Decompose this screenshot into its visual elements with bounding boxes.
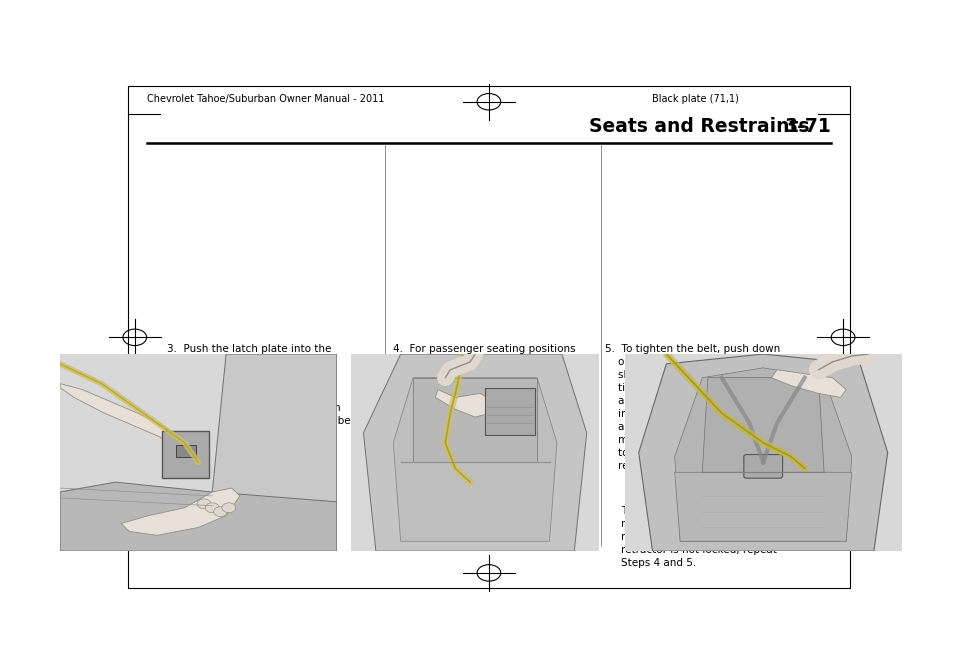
FancyBboxPatch shape (162, 431, 210, 478)
FancyBboxPatch shape (351, 354, 598, 551)
Circle shape (197, 499, 211, 509)
Polygon shape (771, 370, 845, 397)
Text: Try to pull the belt out of the
retractor to make sure the
retractor is locked. : Try to pull the belt out of the retracto… (620, 506, 777, 568)
FancyBboxPatch shape (743, 454, 781, 478)
Polygon shape (212, 354, 336, 522)
FancyBboxPatch shape (176, 445, 195, 456)
Polygon shape (639, 354, 886, 551)
Text: Position the release button on
the buckle so that the safety belt
could be quick: Position the release button on the buckl… (183, 403, 357, 452)
Text: 3-71: 3-71 (783, 117, 831, 136)
Polygon shape (363, 354, 586, 551)
Polygon shape (413, 377, 537, 462)
Polygon shape (674, 472, 851, 541)
Polygon shape (393, 377, 557, 541)
FancyBboxPatch shape (484, 387, 534, 435)
Text: Black plate (71,1): Black plate (71,1) (651, 94, 738, 104)
Polygon shape (435, 389, 495, 417)
FancyBboxPatch shape (624, 354, 901, 551)
Text: 5.  To tighten the belt, push down
    on the child restraint, pull the
    shou: 5. To tighten the belt, push down on the… (604, 343, 794, 471)
Polygon shape (121, 488, 240, 535)
Circle shape (222, 503, 235, 512)
Text: 3.  Push the latch plate into the
    buckle until it clicks.: 3. Push the latch plate into the buckle … (167, 343, 332, 367)
FancyBboxPatch shape (60, 354, 336, 551)
Text: Chevrolet Tahoe/Suburban Owner Manual - 2011: Chevrolet Tahoe/Suburban Owner Manual - … (147, 94, 384, 104)
Circle shape (205, 503, 219, 512)
Text: 4.  For passenger seating positions
    with a lap-shoulder belt and a
    free-: 4. For passenger seating positions with … (393, 343, 575, 471)
Polygon shape (60, 383, 182, 449)
Polygon shape (701, 377, 823, 472)
Circle shape (213, 507, 227, 516)
Polygon shape (674, 368, 851, 541)
Polygon shape (60, 482, 336, 551)
Text: Seats and Restraints: Seats and Restraints (588, 117, 808, 136)
